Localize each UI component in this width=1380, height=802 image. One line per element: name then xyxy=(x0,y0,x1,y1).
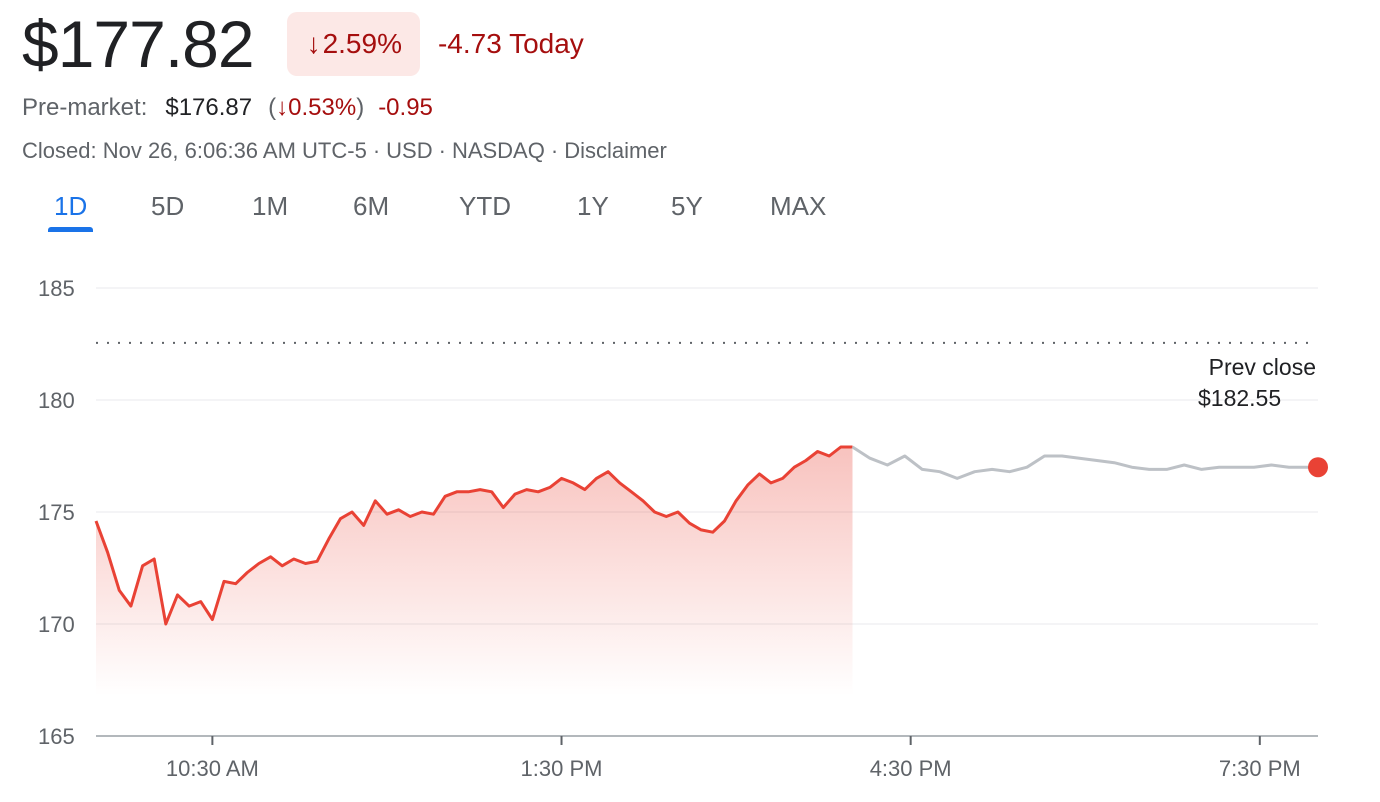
down-arrow-icon: ↓ xyxy=(306,28,321,59)
y-tick-label: 165 xyxy=(38,724,75,749)
tab-5d[interactable]: 5D xyxy=(151,191,185,221)
change-percent-badge: ↓ 2.59% xyxy=(286,12,420,76)
premarket-percent: ↓0.53% xyxy=(276,94,357,121)
after-hours-line xyxy=(851,445,1318,480)
premarket-delta: -0.95 xyxy=(378,94,433,121)
closed-timestamp: Closed: Nov 26, 6:06:36 AM UTC-5 xyxy=(22,138,367,163)
exchange: NASDAQ xyxy=(451,138,545,163)
regular-session-line xyxy=(94,445,853,626)
y-tick-label: 170 xyxy=(38,612,75,637)
x-tick-label: 7:30 PM xyxy=(1219,756,1301,781)
premarket-price: $176.87 xyxy=(165,94,253,121)
x-tick-label: 10:30 AM xyxy=(166,756,259,781)
regular-session-area xyxy=(96,447,853,696)
paren-open: ( xyxy=(268,94,277,121)
prev-close-label: Prev close xyxy=(1209,354,1316,380)
quote-header: $177.82 ↓ 2.59% -4.73 Today xyxy=(22,8,584,80)
y-tick-label: 185 xyxy=(38,276,75,301)
current-price: $177.82 xyxy=(22,7,255,81)
range-tabs: 1D 5D 1M 6M YTD 1Y 5Y MAX xyxy=(0,186,900,232)
prev-close-value: $182.55 xyxy=(1198,385,1281,411)
market-status: Closed: Nov 26, 6:06:36 AM UTC-5 · USD · NAS… xyxy=(22,138,667,163)
tab-max[interactable]: MAX xyxy=(770,191,827,221)
y-tick-label: 180 xyxy=(38,388,75,413)
x-tick-label: 1:30 PM xyxy=(521,756,603,781)
currency: USD xyxy=(386,138,433,163)
premarket-row: Pre-market: $176.87 ( ↓0.53% ) -0.95 xyxy=(22,94,433,122)
premarket-label: Pre-market: xyxy=(22,94,148,121)
current-price-dot xyxy=(1308,457,1328,478)
tab-1m[interactable]: 1M xyxy=(252,191,289,221)
tab-6m[interactable]: 6M xyxy=(353,191,390,221)
change-today: -4.73 Today xyxy=(437,28,584,59)
tab-1d[interactable]: 1D xyxy=(47,186,94,232)
tab-ytd[interactable]: YTD xyxy=(459,191,511,221)
tab-1y[interactable]: 1Y xyxy=(577,191,609,221)
y-tick-label: 175 xyxy=(38,500,75,525)
tab-5y[interactable]: 5Y xyxy=(671,191,703,221)
paren-close: ) xyxy=(356,94,365,121)
x-tick-label: 4:30 PM xyxy=(870,756,952,781)
price-chart[interactable]: 185 180 175 170 165 10:30 AM 1:30 PM 4:30 PM 7:3… xyxy=(0,240,1380,802)
disclaimer-link[interactable]: Disclaimer xyxy=(564,138,667,163)
change-percent: 2.59% xyxy=(322,28,402,59)
